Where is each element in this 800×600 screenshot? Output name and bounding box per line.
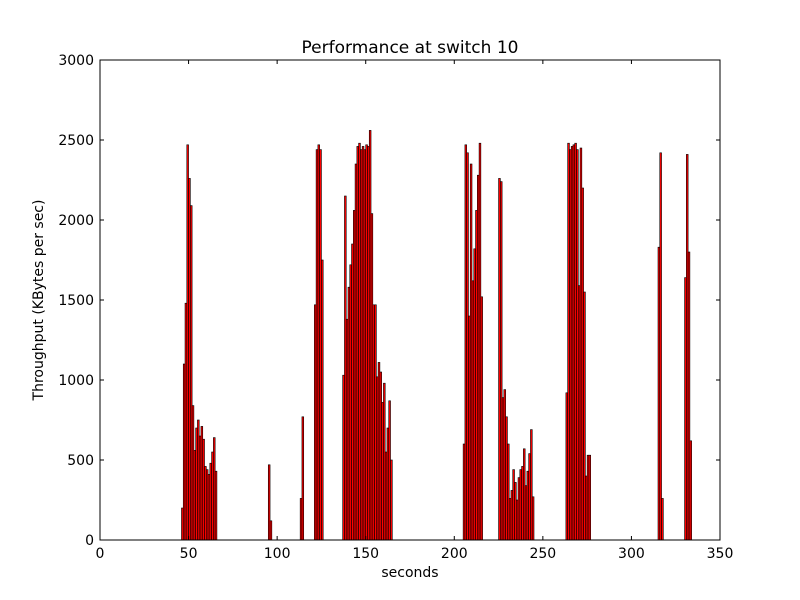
y-tick-label: 500 — [67, 453, 94, 469]
y-tick-label: 2000 — [58, 213, 94, 229]
bar — [214, 470, 218, 541]
x-tick-label: 200 — [441, 546, 468, 562]
bar — [659, 152, 662, 541]
bar — [390, 459, 393, 541]
bar — [588, 454, 591, 541]
y-tick-label: 1000 — [58, 373, 94, 389]
y-axis-label: Throughput (KBytes per sec) — [31, 200, 47, 402]
bar — [661, 498, 664, 541]
x-tick-label: 300 — [618, 546, 645, 562]
chart-title: Performance at switch 10 — [302, 38, 519, 58]
x-tick-label: 250 — [529, 546, 556, 562]
bar — [689, 440, 692, 541]
y-tick-label: 1500 — [58, 293, 94, 309]
x-tick-label: 350 — [707, 546, 734, 562]
x-axis-label: seconds — [381, 565, 438, 581]
bar — [321, 259, 324, 541]
bar — [531, 496, 535, 541]
y-tick-label: 2500 — [58, 133, 94, 149]
x-tick-label: 0 — [96, 546, 105, 562]
x-tick-label: 150 — [352, 546, 379, 562]
bar — [480, 296, 483, 541]
x-tick-label: 100 — [264, 546, 291, 562]
x-tick-label: 50 — [180, 546, 198, 562]
bar — [301, 416, 305, 541]
bar — [269, 520, 273, 541]
y-tick-label: 0 — [85, 533, 94, 549]
y-tick-label: 3000 — [58, 53, 94, 69]
